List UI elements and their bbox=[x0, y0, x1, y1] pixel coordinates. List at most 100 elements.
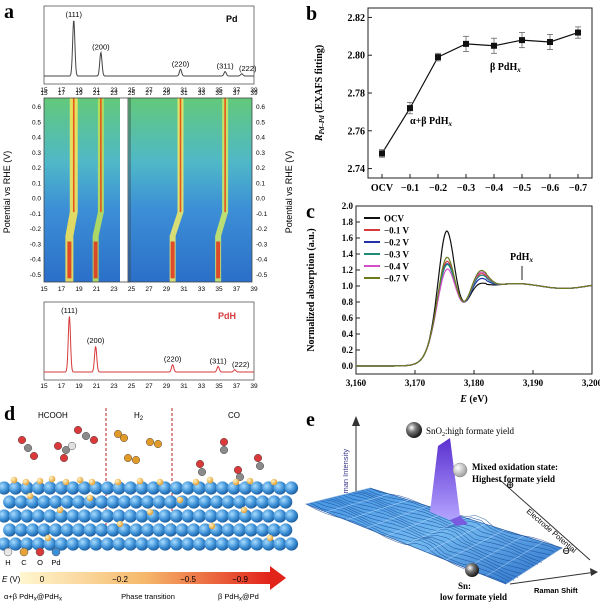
h-atom-interstitial bbox=[116, 520, 124, 528]
pd-pattern-title: Pd bbox=[226, 14, 238, 24]
panel-c-y-tick-label: 0.6 bbox=[342, 313, 354, 323]
pd-atom bbox=[227, 537, 241, 551]
heatmap-left-y-tick-label: 0.4 bbox=[32, 135, 41, 142]
phase-label-beta: β PdHx@Pd bbox=[218, 592, 259, 603]
pd-atom bbox=[238, 481, 253, 495]
pd-peak-label: (222) bbox=[239, 64, 257, 73]
h-atom-interstitial bbox=[266, 534, 274, 542]
pdh-x-tick-label: 15 bbox=[40, 383, 48, 390]
pd-peak-label: (311) bbox=[217, 62, 234, 71]
pd-atom bbox=[273, 509, 287, 523]
panel-c-y-tick-label: 0.4 bbox=[342, 329, 354, 339]
pd-pattern-curve bbox=[44, 20, 254, 77]
pd-atom bbox=[198, 495, 212, 509]
pd-peak-label: (111) bbox=[66, 10, 83, 19]
pd-atom bbox=[215, 509, 230, 523]
h-atom bbox=[192, 478, 200, 486]
h-atom bbox=[136, 477, 144, 485]
region-label-co: CO bbox=[228, 411, 240, 420]
pdh-peak-label: (220) bbox=[164, 355, 182, 364]
pd-atom bbox=[227, 509, 241, 523]
panel-b-chart: b 2.74 2.76 2.78 2.80 2.82 OCV −0.1 −0.2 −0.3 −0… bbox=[306, 3, 593, 194]
heatmap-left-y-tick-label: 0.0 bbox=[32, 196, 41, 203]
pd-atom bbox=[66, 481, 80, 495]
pd-x-tick-label: 27 bbox=[145, 87, 153, 94]
annot-mixed-1: Mixed oxidation state: bbox=[472, 462, 558, 472]
adsorbate-molecule bbox=[54, 442, 76, 463]
pd-atom bbox=[77, 537, 92, 551]
pdh-peak-label: (200) bbox=[87, 336, 105, 345]
heatmap-left-y-tick-label: 0.5 bbox=[32, 119, 41, 126]
pd-x-tick-label: 33 bbox=[198, 87, 206, 94]
pd-atom bbox=[141, 523, 155, 537]
pd-atom bbox=[204, 537, 218, 551]
pd-atom bbox=[261, 537, 276, 551]
heatmap-right-y-tick-label: 0.5 bbox=[256, 119, 265, 126]
pd-atom bbox=[181, 537, 195, 551]
h-atom bbox=[62, 478, 70, 486]
panel-c-y-tick-label: 2.0 bbox=[342, 201, 354, 211]
heatmap-hotspot bbox=[93, 241, 98, 279]
raman-surface-meshline bbox=[356, 491, 551, 555]
pd-atom bbox=[256, 523, 270, 537]
h-atom-interstitial bbox=[240, 506, 248, 514]
panel-c-annot: PdHx bbox=[510, 252, 533, 264]
pdh-x-tick-label: 35 bbox=[215, 383, 223, 390]
panel-c-y-tick-label: 0.0 bbox=[342, 361, 354, 371]
pdh-x-tick-label: 17 bbox=[58, 383, 66, 390]
h-atom bbox=[270, 478, 278, 486]
potential-scale-arrowhead bbox=[270, 566, 286, 590]
panel-c-xlabel: E (eV) bbox=[459, 394, 488, 405]
panel-b-point bbox=[463, 40, 469, 47]
heatmap-bottom-x-tick-label: 37 bbox=[233, 286, 241, 293]
pdh-x-tick-label: 19 bbox=[75, 383, 83, 390]
potential-scale-tick: 0 bbox=[40, 575, 45, 584]
pd-atom bbox=[135, 509, 149, 523]
pd-atom bbox=[112, 481, 126, 495]
heatmap-left-ylabel: Potential vs RHE (V) bbox=[2, 151, 12, 234]
pd-atom bbox=[54, 509, 69, 523]
pd-atom bbox=[14, 523, 28, 537]
potential-minus-icon: ⊖ bbox=[562, 546, 570, 557]
pdh-x-tick-label: 31 bbox=[180, 383, 188, 390]
heatmap-left-y-tick-label: -0.1 bbox=[30, 211, 42, 218]
pd-atom bbox=[158, 509, 172, 523]
pd-atom bbox=[250, 509, 264, 523]
panel-b-annot-alpha: α+β PdHx bbox=[410, 116, 453, 128]
pd-atom bbox=[152, 495, 166, 509]
h-atom-interstitial bbox=[146, 508, 154, 516]
panel-b-ylabel: RPd–Pd (EXAFS fitting) bbox=[314, 45, 326, 142]
pd-atom bbox=[60, 523, 74, 537]
panel-c-y-tick-label: 0.8 bbox=[342, 297, 354, 307]
pd-atom bbox=[20, 481, 34, 495]
heatmap-right-y-tick-label: 0.1 bbox=[256, 180, 265, 187]
pd-atom bbox=[158, 537, 172, 551]
raman-surface-meshline bbox=[351, 492, 547, 559]
raman-surface-meshline bbox=[445, 529, 505, 561]
panel-b-x-tick-label: −0.3 bbox=[457, 183, 475, 194]
panel-c-legend-label: −0.1 V bbox=[384, 226, 409, 236]
panel-e-label: e bbox=[306, 409, 315, 431]
panel-c-ylabel: Normalized absorption (a.u.) bbox=[306, 228, 317, 351]
h-atom bbox=[22, 478, 30, 486]
legend-atom-label: O bbox=[37, 558, 43, 567]
pd-atom bbox=[49, 495, 63, 509]
pd-atom bbox=[118, 495, 132, 509]
raman-surface-meshline bbox=[328, 497, 527, 571]
h-atom bbox=[48, 475, 56, 483]
pd-atom bbox=[77, 481, 92, 495]
heatmap-right-y-tick-label: -0.4 bbox=[256, 257, 268, 264]
pd-atom bbox=[284, 481, 299, 495]
h-atom bbox=[232, 478, 240, 486]
h-atom-interstitial bbox=[176, 496, 184, 504]
heatmap-right-y-tick-label: 0.2 bbox=[256, 165, 265, 172]
pd-atom bbox=[3, 495, 17, 509]
heatmap-bottom-x-tick-label: 35 bbox=[215, 286, 223, 293]
annot-sno2: SnO2:high formate yield bbox=[426, 426, 514, 438]
pd-atom bbox=[181, 509, 195, 523]
pdh-x-tick-label: 27 bbox=[145, 383, 153, 390]
panel-a-label: a bbox=[4, 1, 14, 23]
annot-sn-2: low formate yield bbox=[440, 592, 507, 602]
heatmap-left-y-tick-label: -0.3 bbox=[30, 241, 42, 248]
pd-atom bbox=[37, 495, 51, 509]
